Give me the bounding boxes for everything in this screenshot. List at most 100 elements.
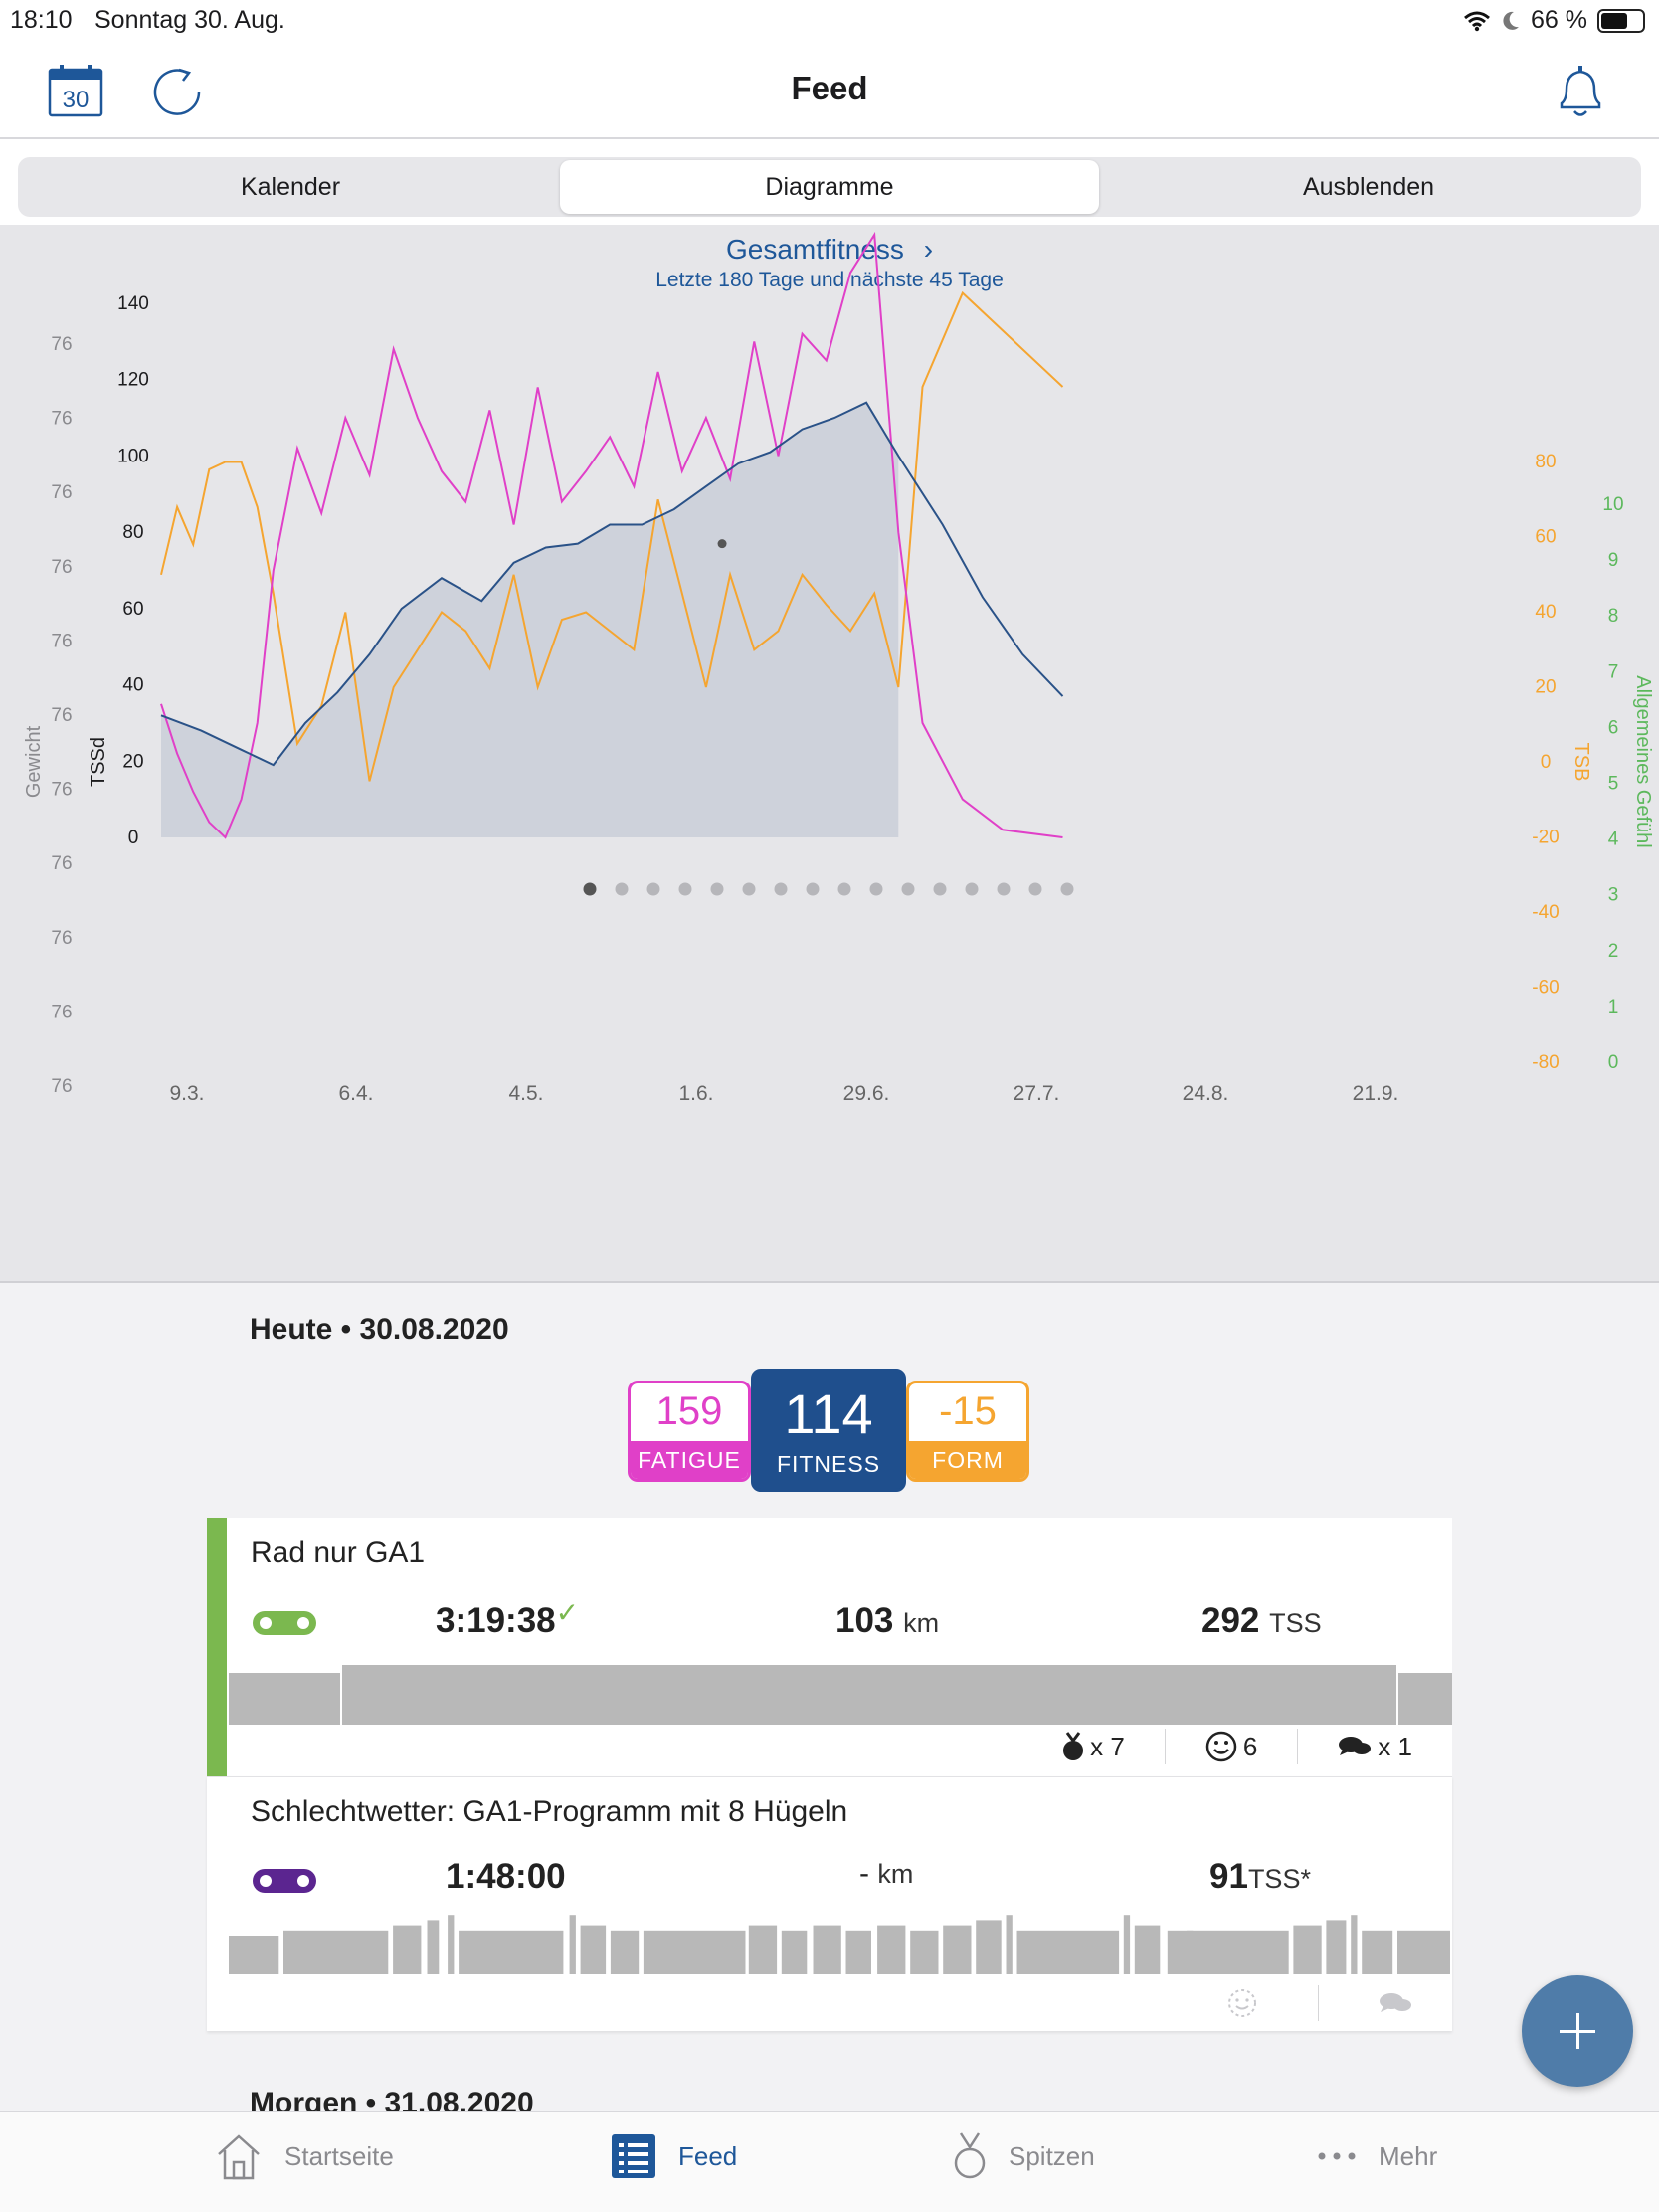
workout-badges — [1226, 1985, 1412, 2021]
status-time: 18:10 — [10, 6, 73, 34]
completed-stripe — [207, 1518, 227, 1776]
medal-count-text: x 7 — [1090, 1731, 1125, 1761]
gewicht-tick-label: 76 — [51, 853, 72, 874]
x-tick-label: 4.5. — [508, 1082, 543, 1105]
fitness-chart-panel[interactable]: Gesamtfitness › Letzte 180 Tage und näch… — [0, 225, 1659, 1283]
feeling-value: 6 — [1242, 1731, 1258, 1761]
tsb-tick-label: 0 — [1541, 752, 1552, 773]
divider — [1318, 1985, 1319, 2021]
feeling-rating[interactable]: 6 — [1205, 1731, 1257, 1762]
tsb-tick-label: 60 — [1535, 527, 1556, 548]
gewicht-tick-label: 76 — [51, 631, 72, 651]
status-right: 66 % — [1463, 6, 1645, 35]
gefuehl-tick-label: 6 — [1608, 717, 1619, 738]
distance-unit: km — [877, 1859, 914, 1889]
tab-label: Spitzen — [1009, 2140, 1095, 2171]
bike-chain-icon — [253, 1611, 316, 1635]
page-indicator-dot — [583, 882, 597, 896]
gewicht-tick-label: 76 — [51, 928, 72, 949]
page-indicator-dot — [1028, 882, 1042, 896]
tssd-tick-label: 20 — [122, 751, 143, 772]
tab-feed[interactable]: Feed — [611, 2129, 737, 2183]
interval-bar — [448, 1915, 455, 1974]
tss-unit: TSS* — [1247, 1864, 1311, 1894]
tsb-tick-label: -20 — [1532, 828, 1559, 848]
distance-unit: km — [903, 1608, 940, 1638]
tssd-tick-label: 0 — [128, 828, 139, 848]
list-icon — [612, 2134, 655, 2178]
interval-bar — [580, 1925, 607, 1974]
gefuehl-tick-label: 3 — [1608, 885, 1619, 906]
fitness-chart: 7676767676767676767676Gewicht02040608010… — [23, 231, 1654, 1105]
gefuehl-tick-label: 7 — [1608, 661, 1619, 682]
page-indicator-dot — [933, 882, 947, 896]
fitness-label: FITNESS — [776, 1451, 881, 1477]
interval-bar — [748, 1925, 778, 1974]
segment-diagramme[interactable]: Diagramme — [560, 160, 1099, 214]
page-indicator-dot — [806, 882, 820, 896]
bike-chain-icon — [253, 1869, 316, 1893]
workout-tss: 292 TSS — [1201, 1601, 1322, 1641]
gefuehl-tick-label: 2 — [1608, 941, 1619, 962]
interval-bar — [427, 1920, 440, 1974]
fatigue-value: 159 — [655, 1389, 723, 1433]
moon-icon — [1503, 11, 1520, 30]
medal-count[interactable]: x 7 — [1062, 1731, 1125, 1762]
gewicht-tick-label: 76 — [51, 780, 72, 801]
tss-unit: TSS — [1269, 1608, 1322, 1638]
fitness-value: 114 — [784, 1382, 873, 1445]
calendar-icon[interactable]: 30 — [48, 64, 103, 117]
interval-bar — [813, 1925, 841, 1974]
tab-startseite[interactable]: Startseite — [215, 2129, 394, 2183]
fatigue-badge: 159 FATIGUE — [628, 1381, 751, 1482]
medal-icon — [954, 2132, 986, 2179]
bell-icon[interactable] — [1552, 62, 1609, 121]
gewicht-tick-label: 76 — [51, 334, 72, 355]
today-heading: Heute • 30.08.2020 — [250, 1313, 509, 1346]
interval-bar — [610, 1930, 640, 1974]
tab-spitzen[interactable]: Spitzen — [953, 2129, 1095, 2183]
workout-card-completed[interactable]: Rad nur GA1 3:19:38✓ 103 km 292 TSS — [207, 1518, 1452, 1776]
interval-bar — [1006, 1915, 1013, 1974]
gefuehl-tick-label: 8 — [1608, 606, 1619, 627]
tsb-tick-label: -80 — [1532, 1052, 1559, 1073]
tsb-tick-label: 80 — [1535, 452, 1556, 472]
nav-bar: 30 Feed — [0, 40, 1659, 139]
page-indicator-dot — [742, 882, 756, 896]
form-label: FORM — [909, 1441, 1026, 1479]
add-button[interactable] — [1522, 1975, 1633, 2087]
x-tick-label: 24.8. — [1183, 1082, 1229, 1105]
fitness-metrics: 159 FATIGUE 114 FITNESS -15 FORM — [628, 1369, 1029, 1492]
workout-structure-bars — [229, 1665, 1452, 1725]
calendar-day: 30 — [63, 87, 90, 113]
fitness-area — [161, 402, 899, 837]
page-indicator-dot — [774, 882, 788, 896]
tab-mehr[interactable]: Mehr — [1317, 2129, 1437, 2183]
comment-count[interactable]: x 1 — [1338, 1732, 1412, 1762]
comments-icon[interactable] — [1379, 1990, 1412, 2016]
segment-kalender[interactable]: Kalender — [240, 172, 341, 201]
interval-bar — [976, 1920, 1002, 1974]
refresh-icon[interactable] — [149, 66, 207, 119]
comments-icon — [1339, 1737, 1372, 1755]
gewicht-tick-label: 76 — [51, 482, 72, 503]
segment-ausblenden[interactable]: Ausblenden — [1302, 172, 1435, 201]
x-tick-label: 27.7. — [1014, 1082, 1060, 1105]
smiley-icon[interactable] — [1226, 1987, 1258, 2019]
workout-title: Schlechtwetter: GA1-Programm mit 8 Hügel… — [251, 1795, 848, 1828]
distance-value: 103 — [835, 1601, 894, 1640]
tssd-tick-label: 100 — [117, 446, 149, 466]
x-tick-label: 6.4. — [338, 1082, 373, 1105]
battery-percent: 66 % — [1531, 6, 1587, 34]
comment-count-text: x 1 — [1378, 1731, 1412, 1761]
gefuehl-tick-label: 9 — [1608, 550, 1619, 571]
tsb-tick-label: 20 — [1535, 677, 1556, 698]
workout-card-planned[interactable]: Schlechtwetter: GA1-Programm mit 8 Hügel… — [207, 1776, 1452, 2031]
gefuehl-axis-label: Allgemeines Gefühl — [1632, 675, 1654, 847]
interval-bar — [569, 1915, 576, 1974]
gefuehl-tick-label: 5 — [1608, 774, 1619, 795]
form-line — [160, 290, 1064, 782]
gewicht-tick-label: 76 — [51, 557, 72, 578]
gefuehl-tick-label: 10 — [1602, 494, 1623, 515]
interval-bar — [1293, 1925, 1322, 1974]
